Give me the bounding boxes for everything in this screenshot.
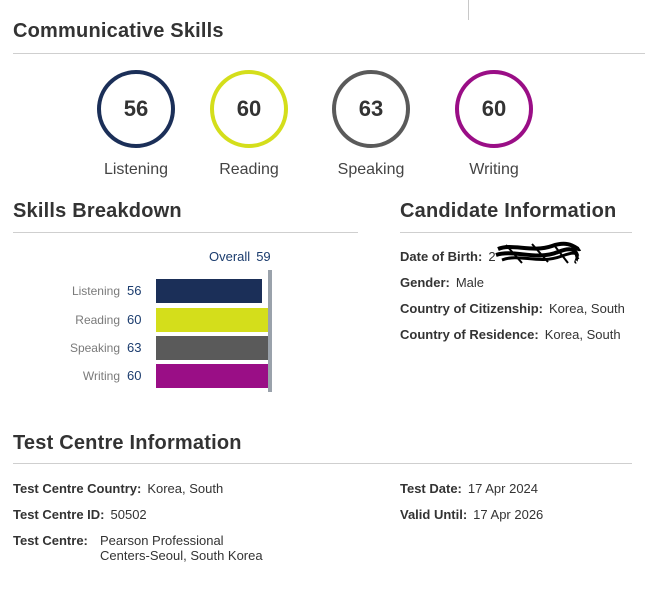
dob-value: 2 xyxy=(488,249,496,264)
citizenship-label: Country of Citizenship: xyxy=(400,301,543,316)
valid-until-value: 17 Apr 2026 xyxy=(473,507,544,522)
score-label: Writing xyxy=(469,161,519,178)
breakdown-row: Writing 60 xyxy=(0,364,300,388)
breakdown-row: Reading 60 xyxy=(0,308,300,332)
breakdown-bar xyxy=(156,336,272,360)
test-centre-value-line2: Centers-Seoul, South Korea xyxy=(100,548,263,563)
valid-until-label: Valid Until: xyxy=(400,507,468,522)
breakdown-score: 63 xyxy=(127,340,142,355)
breakdown-score: 60 xyxy=(127,368,142,383)
valid-until-field: Valid Until: 17 Apr 2026 xyxy=(400,507,543,522)
breakdown-label: Speaking xyxy=(69,341,120,355)
test-centre-field: Test Centre: xyxy=(13,533,94,548)
score-circle-listening: 56 xyxy=(97,70,175,148)
score-value: 60 xyxy=(236,96,262,121)
breakdown-bar xyxy=(156,279,262,303)
section-divider xyxy=(13,232,358,233)
score-circle-writing: 60 xyxy=(455,70,533,148)
breakdown-row: Speaking 63 xyxy=(0,336,300,360)
breakdown-label: Writing xyxy=(82,369,120,383)
divider-line xyxy=(468,0,469,20)
residence-value: Korea, South xyxy=(544,327,621,342)
score-value: 63 xyxy=(358,96,384,121)
score-value: 56 xyxy=(123,96,149,121)
residence-label: Country of Residence: xyxy=(400,327,539,342)
test-centre-information-title: Test Centre Information xyxy=(13,432,242,454)
citizenship-value: Korea, South xyxy=(549,301,625,316)
breakdown-bar xyxy=(156,364,268,388)
test-centre-id-label: Test Centre ID: xyxy=(13,507,105,522)
citizenship-field: Country of Citizenship: Korea, South xyxy=(400,301,625,316)
test-centre-country-label: Test Centre Country: xyxy=(13,481,142,496)
test-date-value: 17 Apr 2024 xyxy=(467,481,539,496)
test-centre-id-field: Test Centre ID: 50502 xyxy=(13,507,147,522)
breakdown-score: 60 xyxy=(127,312,142,327)
overall-score: Overall 59 xyxy=(209,249,271,264)
overall-marker-line xyxy=(268,270,272,392)
score-value: 60 xyxy=(481,96,507,121)
test-centre-id-value: 50502 xyxy=(110,507,147,522)
score-label: Reading xyxy=(219,161,279,178)
breakdown-label: Listening xyxy=(71,284,120,298)
score-label: Listening xyxy=(103,161,169,178)
test-date-label: Test Date: xyxy=(400,481,462,496)
breakdown-label: Reading xyxy=(75,313,120,327)
section-divider xyxy=(13,463,632,464)
section-divider xyxy=(400,232,632,233)
test-centre-value: Pearson Professional Centers-Seoul, Sout… xyxy=(100,533,263,563)
dob-label: Date of Birth: xyxy=(400,249,483,264)
score-label: Speaking xyxy=(337,161,405,178)
redaction-scribble xyxy=(495,241,582,264)
residence-field: Country of Residence: Korea, South xyxy=(400,327,621,342)
breakdown-score: 56 xyxy=(127,283,142,298)
test-centre-value-line1: Pearson Professional xyxy=(100,533,224,548)
overall-value: 59 xyxy=(256,249,271,264)
breakdown-row: Listening 56 xyxy=(0,279,300,303)
gender-value: Male xyxy=(455,275,485,290)
date-of-birth-field: Date of Birth: 2 xyxy=(400,249,496,264)
test-centre-country-value: Korea, South xyxy=(147,481,224,496)
overall-label: Overall xyxy=(209,249,251,264)
gender-label: Gender: xyxy=(400,275,450,290)
test-centre-label: Test Centre: xyxy=(13,533,88,548)
skills-breakdown-title: Skills Breakdown xyxy=(13,200,182,222)
breakdown-bar xyxy=(156,308,268,332)
section-divider xyxy=(13,53,645,54)
score-circle-reading: 60 xyxy=(210,70,288,148)
communicative-skills-title: Communicative Skills xyxy=(13,20,224,42)
test-centre-country-field: Test Centre Country: Korea, South xyxy=(13,481,223,496)
test-date-field: Test Date: 17 Apr 2024 xyxy=(400,481,538,496)
score-circle-speaking: 63 xyxy=(332,70,410,148)
gender-field: Gender: Male xyxy=(400,275,484,290)
candidate-information-title: Candidate Information xyxy=(400,200,617,222)
